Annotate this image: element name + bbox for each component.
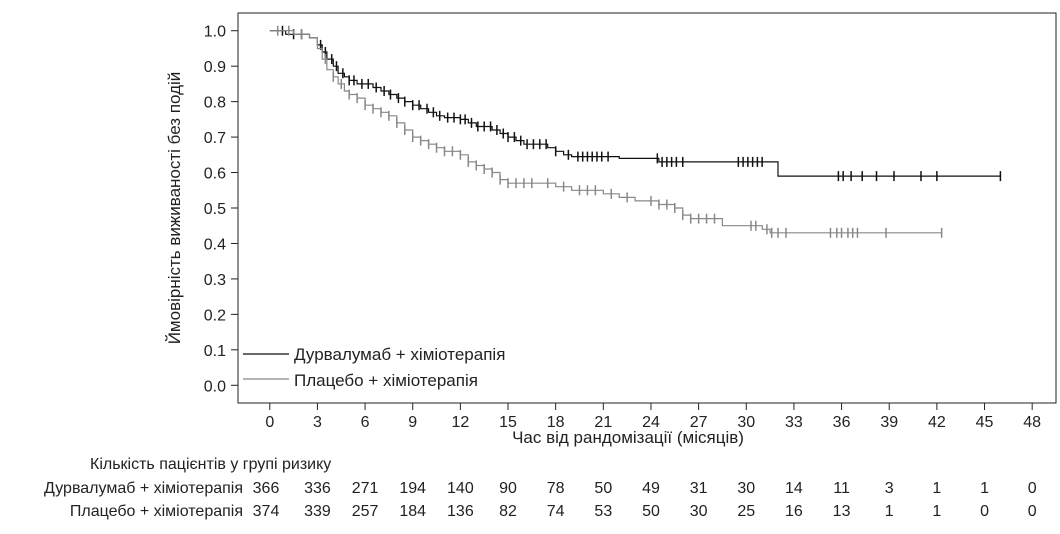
x-tick-label: 45 [976, 414, 994, 431]
y-axis-title: Ймовірність виживаності без подій [165, 72, 184, 345]
y-tick-label: 0.2 [204, 307, 226, 324]
risk-count: 50 [594, 480, 612, 497]
series-line-durvalumab [269, 30, 1001, 177]
risk-count: 140 [447, 480, 474, 497]
x-tick-label: 3 [313, 414, 322, 431]
risk-count: 257 [352, 503, 379, 520]
risk-count: 30 [737, 480, 755, 497]
y-tick-label: 0.0 [204, 378, 226, 395]
risk-count: 53 [594, 503, 612, 520]
x-tick-label: 12 [451, 414, 469, 431]
x-tick-label: 30 [737, 414, 755, 431]
risk-count: 374 [253, 503, 280, 520]
y-tick-label: 0.5 [204, 201, 226, 218]
risk-count: 0 [1028, 503, 1037, 520]
risk-table: Кількість пацієнтів у групі ризику Дурва… [44, 456, 1037, 520]
risk-count: 30 [690, 503, 708, 520]
x-tick-label: 0 [265, 414, 274, 431]
risk-count: 0 [1028, 480, 1037, 497]
risk-count: 0 [980, 503, 989, 520]
risk-count: 78 [547, 480, 565, 497]
risk-count: 271 [352, 480, 379, 497]
risk-count: 82 [499, 503, 517, 520]
legend-label-placebo: Плацебо + хіміотерапія [294, 371, 478, 390]
risk-count: 90 [499, 480, 517, 497]
risk-count: 49 [642, 480, 660, 497]
series-line-placebo [269, 30, 942, 234]
y-tick-label: 0.1 [204, 343, 226, 360]
risk-count: 11 [833, 480, 850, 497]
axis-ticks: 0 3 6 9 12 15 18 21 24 27 30 33 36 39 42 45 480.00.10.20… [204, 24, 1041, 431]
x-tick-label: 27 [690, 414, 708, 431]
risk-count: 50 [642, 503, 660, 520]
y-tick-label: 0.7 [204, 130, 226, 147]
x-tick-label: 42 [928, 414, 946, 431]
x-tick-label: 48 [1023, 414, 1041, 431]
risk-count: 13 [833, 503, 851, 520]
y-tick-label: 1.0 [204, 24, 226, 41]
x-tick-label: 18 [547, 414, 565, 431]
risk-count: 194 [399, 480, 426, 497]
risk-count: 1 [885, 503, 894, 520]
x-tick-label: 39 [880, 414, 898, 431]
x-tick-label: 33 [785, 414, 803, 431]
x-axis-title: Час від рандомізації (місяців) [512, 428, 744, 447]
x-tick-label: 15 [499, 414, 517, 431]
y-tick-label: 0.3 [204, 272, 226, 289]
x-tick-label: 9 [408, 414, 417, 431]
risk-count: 336 [304, 480, 331, 497]
risk-row-label-placebo: Плацебо + хіміотерапія [70, 503, 243, 520]
legend: Дурвалумаб + хіміотерапія Плацебо + хімі… [243, 345, 505, 390]
risk-count: 3 [885, 480, 894, 497]
y-tick-label: 0.6 [204, 166, 226, 183]
risk-count: 184 [399, 503, 426, 520]
x-tick-label: 36 [833, 414, 851, 431]
risk-count: 1 [932, 480, 941, 497]
y-tick-label: 0.4 [204, 236, 226, 253]
risk-count: 1 [980, 480, 989, 497]
risk-count: 16 [785, 503, 803, 520]
risk-count: 136 [447, 503, 474, 520]
risk-count: 1 [932, 503, 941, 520]
legend-label-durvalumab: Дурвалумаб + хіміотерапія [294, 345, 505, 364]
risk-row-label-durvalumab: Дурвалумаб + хіміотерапія [44, 480, 243, 497]
risk-count: 339 [304, 503, 331, 520]
series-layer [269, 25, 1002, 238]
y-tick-label: 0.9 [204, 59, 226, 76]
y-tick-label: 0.8 [204, 95, 226, 112]
risk-count: 14 [785, 480, 803, 497]
risk-count: 31 [690, 480, 708, 497]
x-tick-label: 6 [361, 414, 370, 431]
risk-table-title: Кількість пацієнтів у групі ризику [90, 456, 331, 473]
risk-count: 25 [737, 503, 755, 520]
risk-count: 366 [253, 480, 280, 497]
x-tick-label: 21 [594, 414, 612, 431]
x-tick-label: 24 [642, 414, 660, 431]
risk-count: 74 [547, 503, 565, 520]
